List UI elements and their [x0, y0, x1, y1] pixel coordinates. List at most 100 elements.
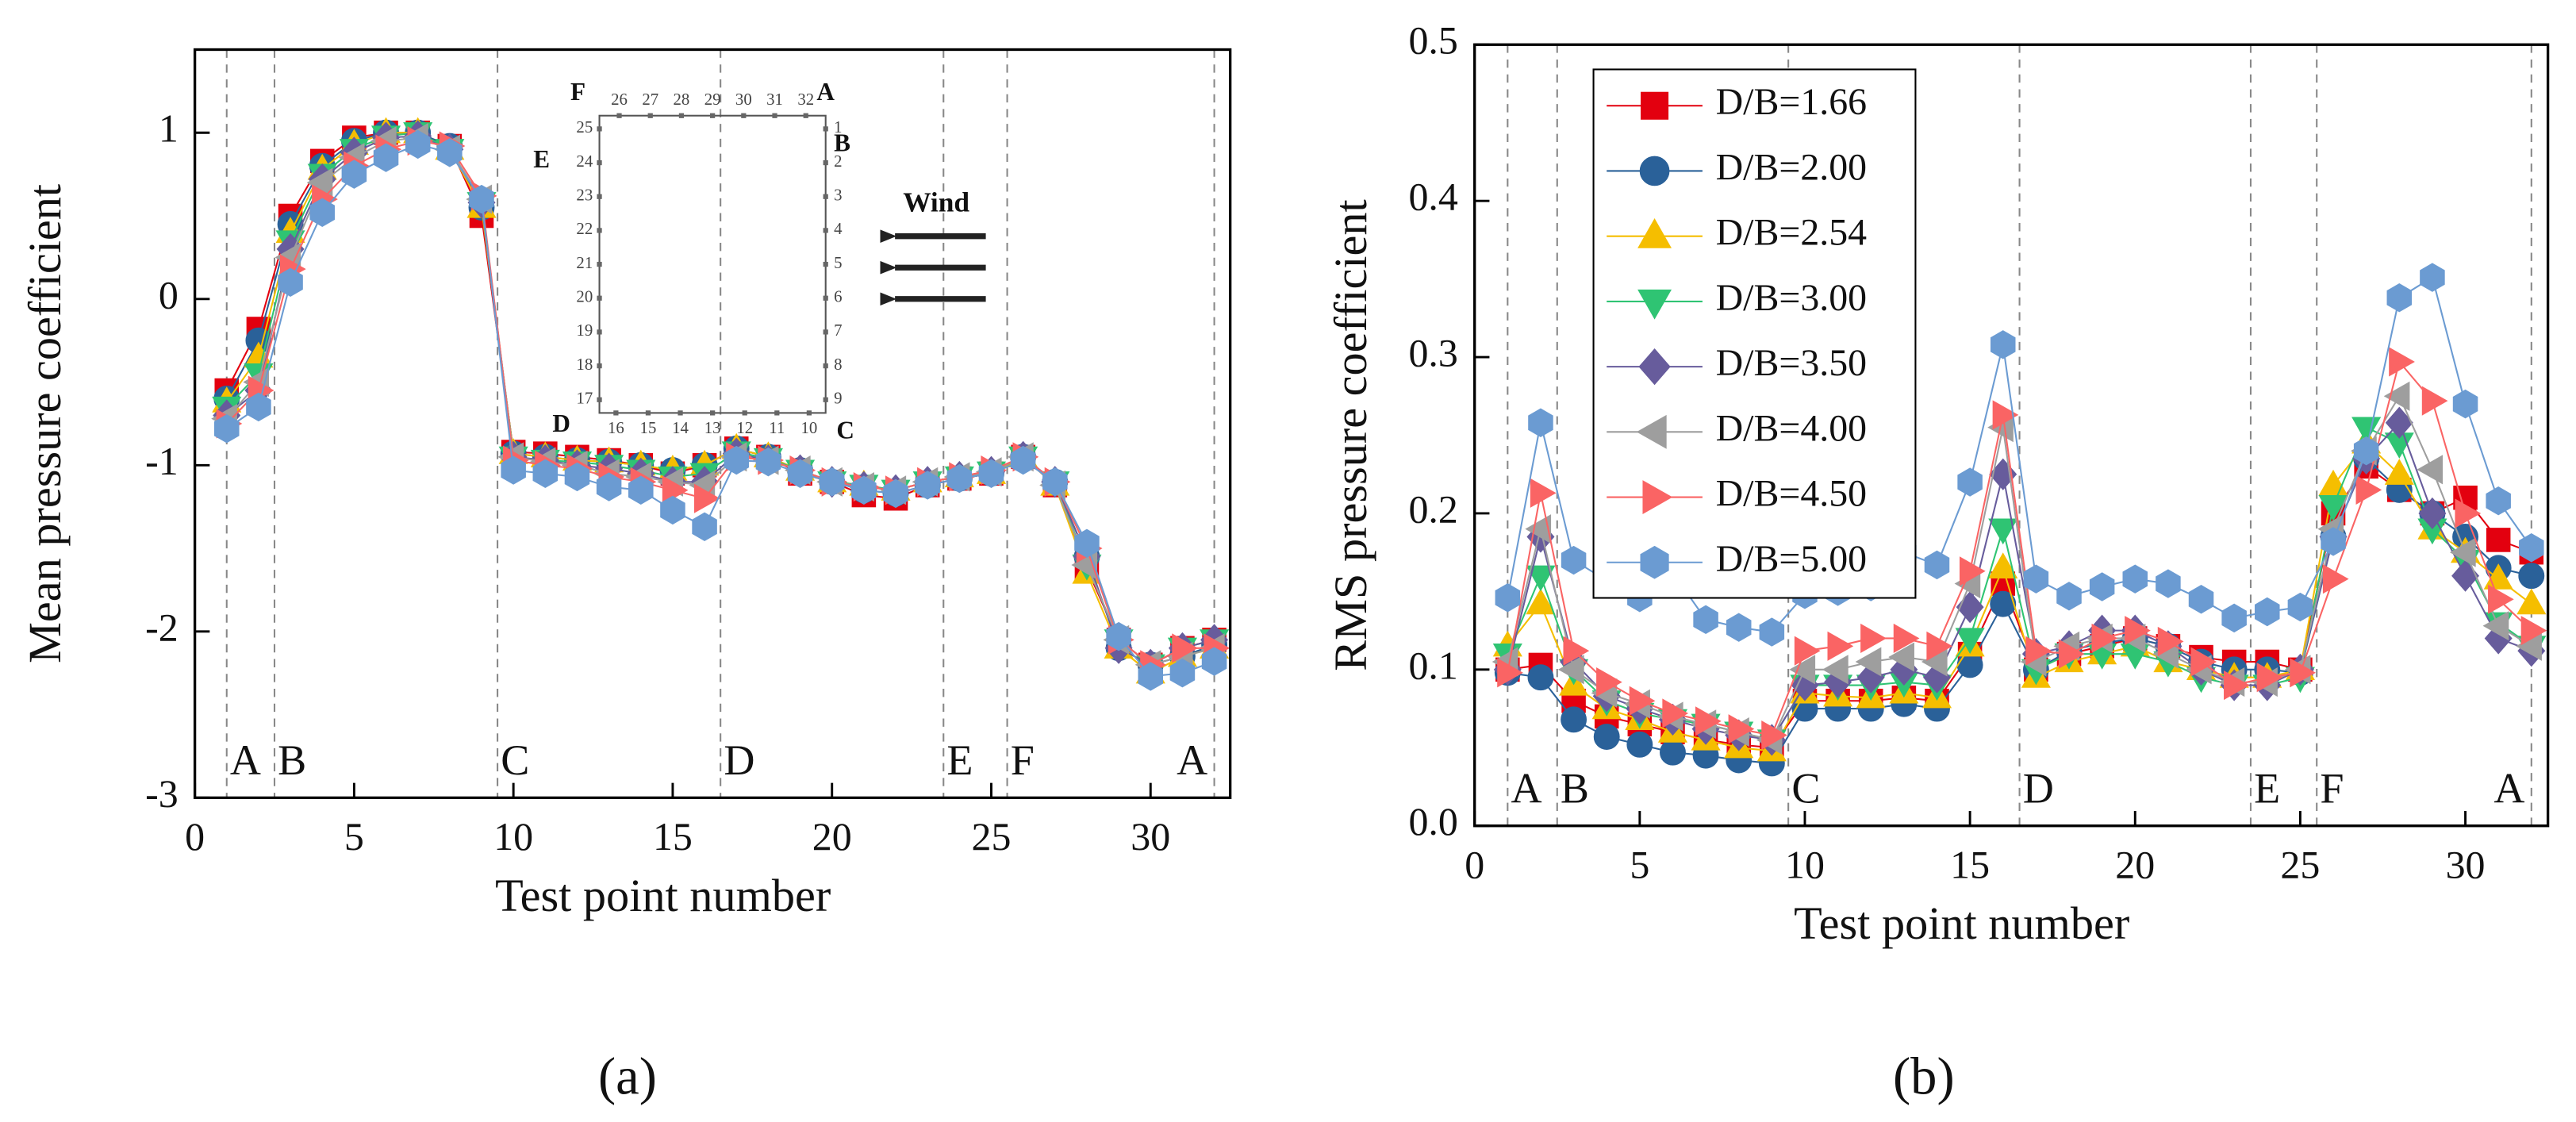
data-point — [564, 462, 590, 492]
section-label: D — [724, 736, 754, 784]
data-point — [2056, 582, 2082, 611]
data-point — [437, 138, 463, 167]
x-tick-label: 20 — [812, 814, 852, 859]
data-point — [819, 467, 845, 497]
inset-point — [597, 159, 602, 166]
data-point — [1888, 642, 1914, 672]
y-tick-label: -1 — [145, 439, 179, 483]
inset-point — [823, 126, 828, 132]
x-tick-label: 25 — [972, 814, 1012, 859]
inset-point — [742, 410, 747, 416]
section-label: F — [2320, 765, 2344, 813]
data-point — [2519, 533, 2544, 563]
inset-point-label: 27 — [642, 90, 658, 109]
data-point — [246, 392, 271, 422]
data-point — [1924, 550, 1950, 580]
inset-point-label: 4 — [834, 219, 843, 238]
inset-corner-label: D — [552, 409, 570, 437]
data-point — [628, 475, 654, 505]
data-point — [341, 159, 367, 189]
data-point — [2383, 381, 2410, 411]
data-point — [214, 414, 240, 444]
inset-point — [774, 410, 780, 416]
inset-corner-label: C — [836, 417, 854, 444]
panel-label: (b) — [1893, 1048, 1955, 1106]
legend-marker — [1637, 289, 1672, 320]
section-label: B — [1561, 765, 1589, 813]
data-point — [2157, 626, 2184, 656]
inset-point-label: 25 — [576, 117, 593, 136]
inset: 1234567891011121314151617181920212223242… — [533, 78, 986, 444]
plot-frame — [193, 48, 1232, 800]
inset-point — [823, 295, 828, 301]
x-tick-label: 5 — [1630, 842, 1649, 886]
inset-point-label: 15 — [640, 418, 657, 437]
data-point — [1990, 590, 2017, 617]
data-point — [278, 267, 303, 298]
data-point — [373, 143, 399, 172]
legend-label: D/B=3.50 — [1716, 342, 1868, 384]
data-point — [1728, 714, 1755, 744]
inset-point — [710, 113, 716, 118]
inset-point-label: 31 — [766, 90, 783, 109]
legend-marker — [1642, 480, 1673, 515]
data-point — [469, 184, 494, 214]
data-point — [2025, 636, 2052, 666]
data-point — [692, 512, 717, 542]
data-point — [1138, 662, 1164, 691]
data-point — [2386, 283, 2413, 313]
data-point — [1794, 636, 1821, 666]
data-point — [2518, 563, 2545, 590]
data-point — [1990, 330, 2016, 359]
x-tick-label: 10 — [493, 814, 533, 859]
inset-point-label: 30 — [735, 90, 752, 109]
x-tick-label: 20 — [2115, 842, 2155, 886]
data-point — [1042, 467, 1068, 497]
inset-point-label: 12 — [736, 418, 753, 437]
data-point — [2516, 588, 2547, 615]
y-tick-label: 0.5 — [1408, 18, 1457, 63]
inset-corner-label: B — [834, 129, 850, 156]
inset-point-label: 19 — [576, 321, 593, 340]
inset-point-label: 6 — [834, 287, 842, 306]
data-point — [2091, 623, 2118, 654]
inset-point-label: 24 — [576, 152, 593, 171]
data-point — [2351, 417, 2382, 444]
data-point — [596, 472, 622, 501]
inset-point-label: 21 — [576, 253, 593, 272]
data-point — [1526, 588, 1556, 615]
data-point — [1169, 659, 1196, 688]
data-point — [2418, 497, 2447, 530]
data-point — [532, 459, 559, 488]
data-point — [309, 198, 335, 228]
data-point — [693, 483, 720, 513]
inset-box — [598, 114, 827, 414]
section-label: F — [1011, 736, 1035, 784]
inset-point-label: 28 — [674, 90, 690, 109]
wind-label: Wind — [903, 186, 969, 217]
inset-point — [597, 228, 602, 233]
data-point — [2486, 486, 2511, 516]
y-axis-title: RMS pressure coefficient — [1325, 199, 1376, 671]
data-point — [2290, 658, 2316, 688]
data-point — [978, 459, 1004, 488]
x-tick-label: 30 — [2446, 842, 2486, 886]
data-point — [2355, 475, 2382, 505]
section-label: A — [1177, 736, 1207, 784]
x-axis-title: Test point number — [495, 870, 831, 921]
inset-point — [741, 113, 747, 118]
inset-point-label: 18 — [576, 355, 593, 374]
inset-point-label: 3 — [834, 186, 842, 205]
data-point — [2420, 263, 2445, 292]
data-point — [1660, 739, 1686, 766]
data-point — [1528, 408, 1553, 437]
data-point — [2449, 537, 2476, 567]
data-point — [787, 459, 813, 488]
data-point — [1960, 556, 1986, 586]
section-label: A — [230, 736, 261, 784]
data-point — [1558, 655, 1584, 685]
data-point — [1662, 698, 1689, 728]
data-point — [1988, 552, 2018, 578]
data-point — [1561, 545, 1587, 575]
inset-point — [597, 126, 602, 132]
